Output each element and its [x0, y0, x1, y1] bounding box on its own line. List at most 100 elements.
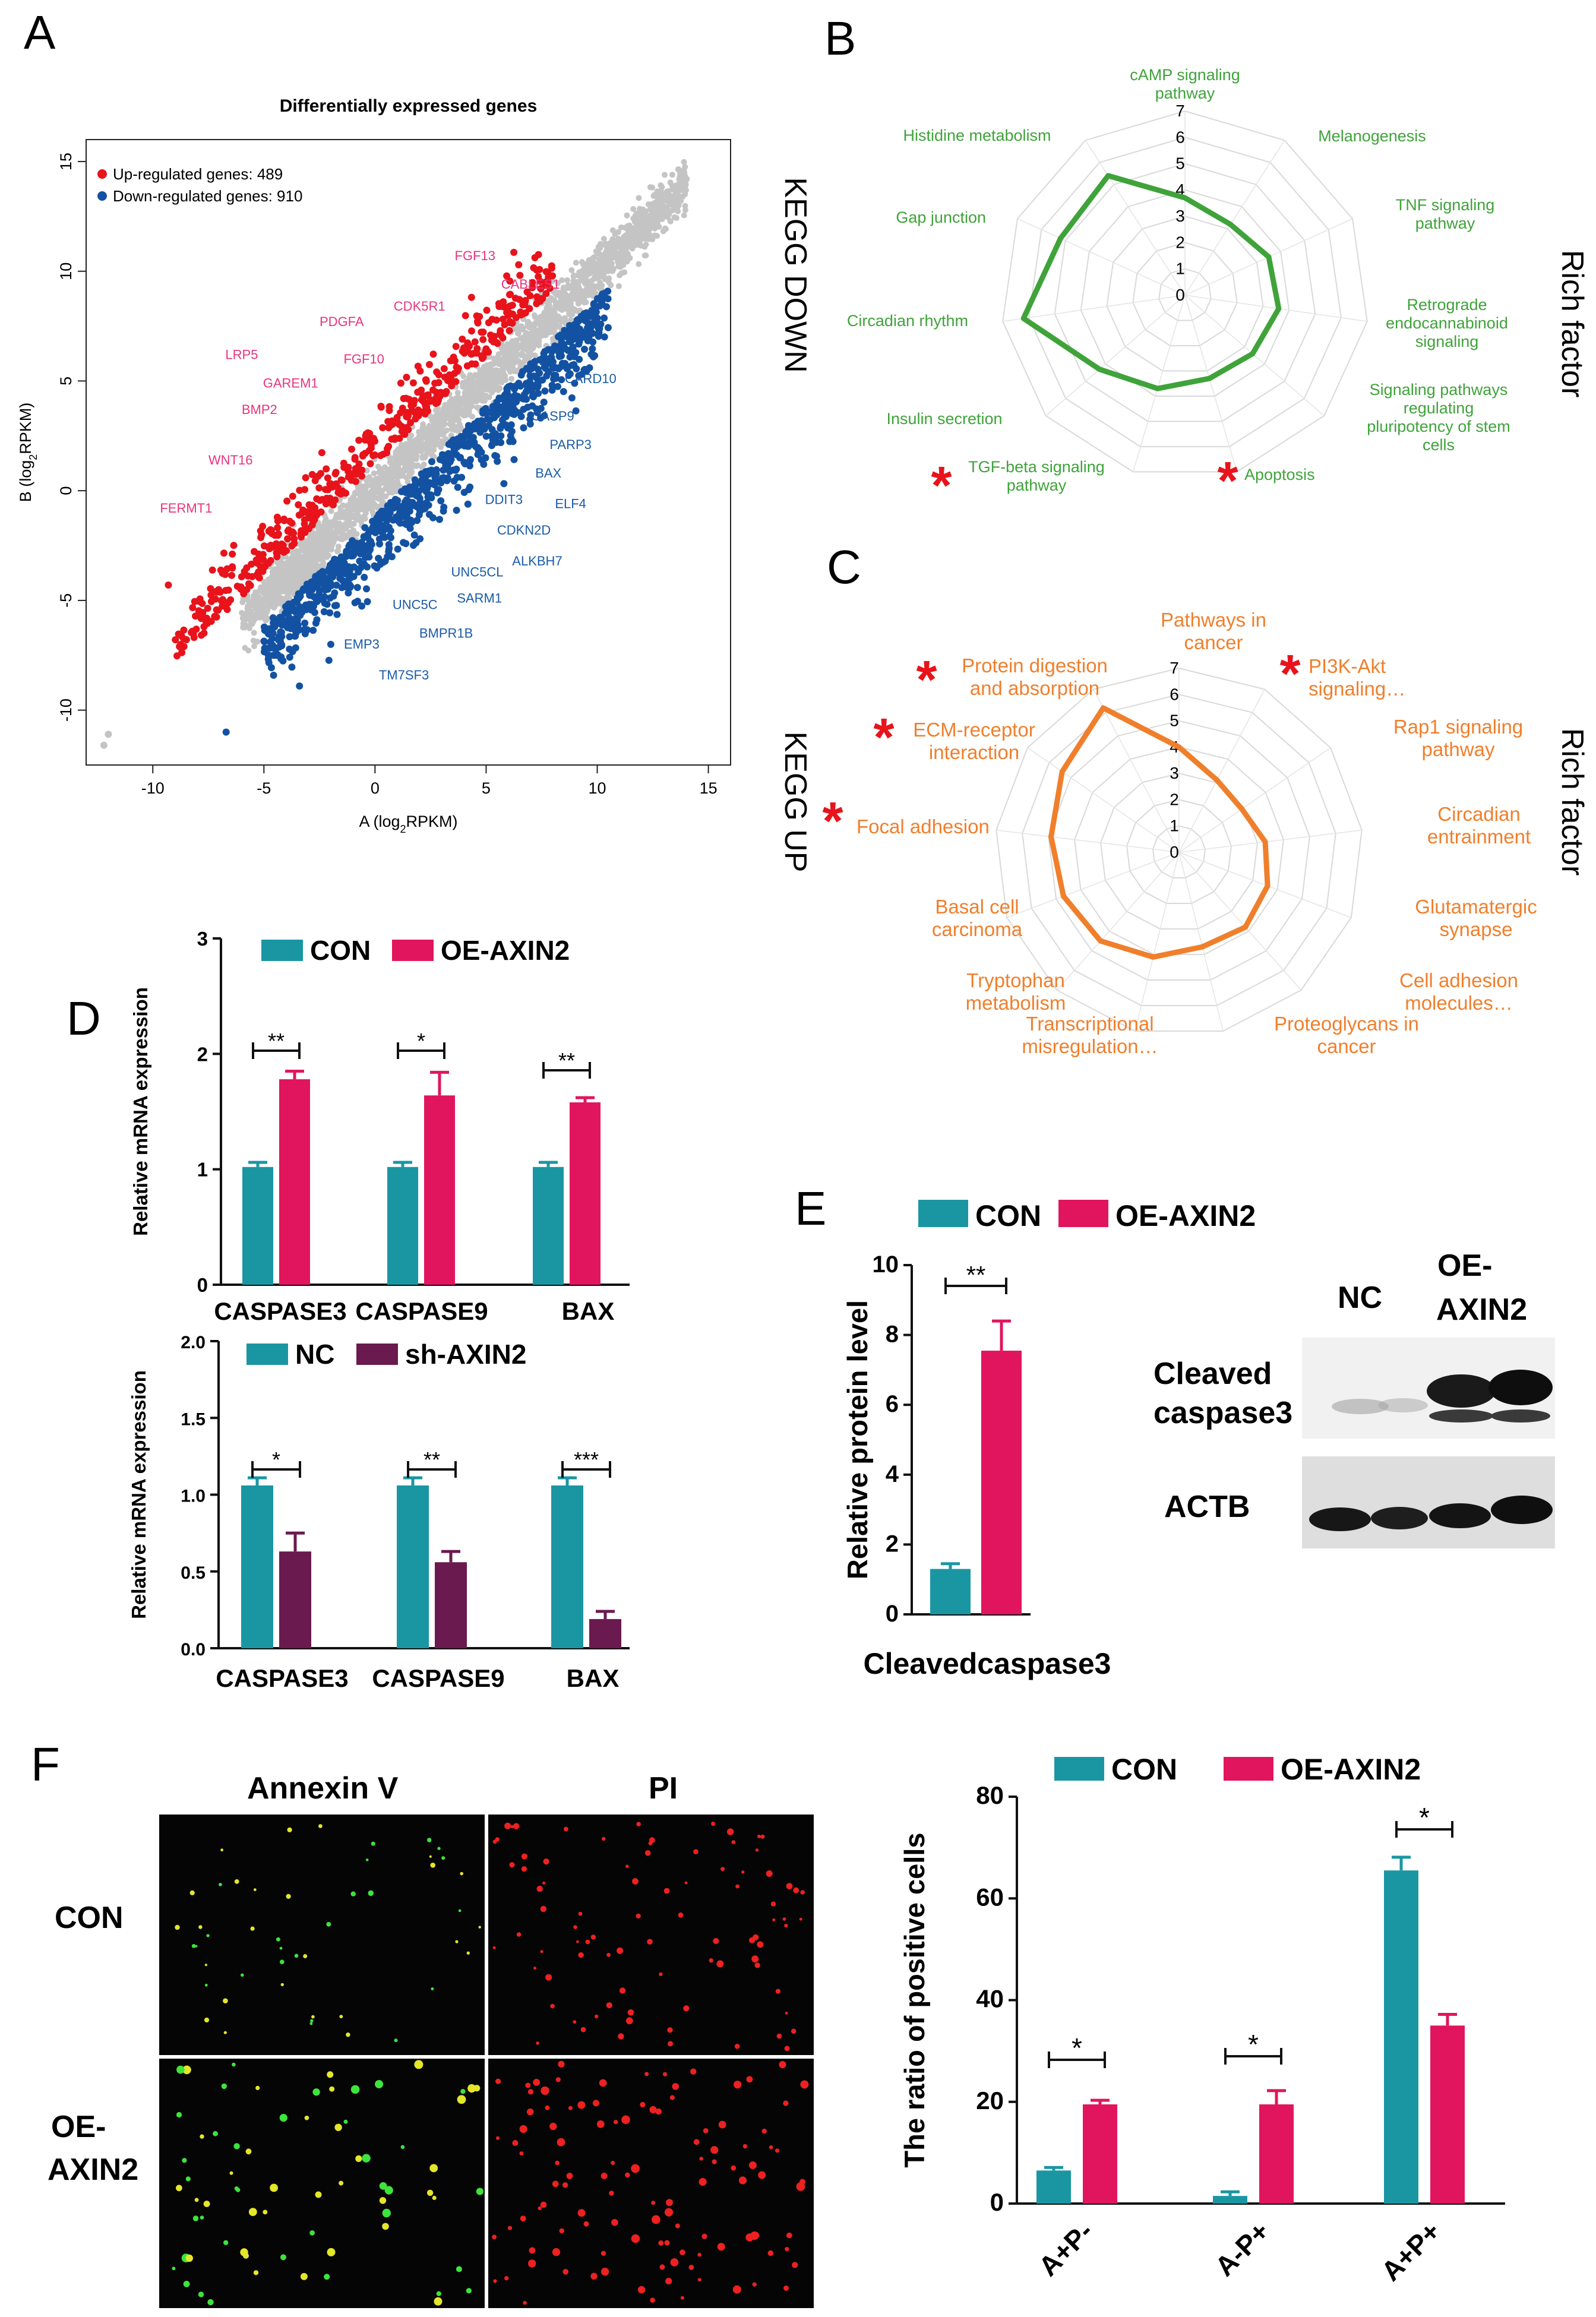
significance-marker: *: [272, 1447, 280, 1472]
point-down: [469, 440, 476, 448]
point-down: [276, 632, 284, 639]
fluorescent-cell: [793, 1887, 799, 1894]
fluorescent-cell: [602, 1836, 606, 1841]
point-nonsig: [642, 217, 649, 224]
fluorescent-cell: [578, 1952, 584, 1958]
fluorescent-cell: [526, 2108, 534, 2116]
point-nonsig: [322, 535, 328, 541]
point-nonsig: [626, 222, 633, 229]
point-up: [316, 497, 324, 504]
fluorescent-cell: [371, 1841, 375, 1846]
point-up: [254, 557, 261, 564]
micro-con-pi: [488, 1815, 814, 2055]
fluorescent-cell: [466, 2288, 472, 2294]
gene-label-down: BMPR1B: [419, 626, 473, 641]
point-up: [258, 565, 266, 573]
point-nonsig: [241, 618, 247, 625]
point-down: [403, 496, 410, 504]
point-nonsig: [380, 499, 386, 505]
point-nonsig: [601, 236, 607, 242]
point-down: [364, 530, 372, 538]
point-nonsig: [242, 644, 248, 651]
fluorescent-cell: [742, 2144, 748, 2149]
point-nonsig: [545, 330, 551, 336]
radar-category-label: Histidine metabolism: [903, 127, 1051, 144]
gene-label-down: PARP3: [549, 437, 592, 452]
point-down: [567, 349, 575, 356]
point-down: [436, 516, 443, 523]
point-nonsig: [335, 548, 341, 554]
point-down: [519, 368, 526, 375]
micro-oe-annexin: [159, 2059, 485, 2308]
point-down: [568, 394, 576, 402]
fluorescent-cell: [703, 2128, 709, 2133]
point-down: [387, 534, 394, 542]
point-down: [464, 500, 472, 508]
fluorescent-cell: [659, 2264, 665, 2270]
point-up: [437, 388, 445, 396]
point-up: [533, 293, 541, 301]
point-up: [315, 484, 323, 492]
point-nonsig: [443, 436, 450, 442]
fluorescent-cell: [204, 1983, 208, 1987]
point-up: [311, 477, 319, 485]
fluorescent-cell: [176, 2185, 182, 2192]
point-nonsig: [355, 515, 362, 521]
point-nonsig: [682, 191, 688, 197]
point-up: [297, 530, 305, 538]
point-down: [552, 374, 560, 382]
fluorescent-cell: [223, 2240, 229, 2245]
point-nonsig: [385, 466, 392, 473]
point-up: [283, 497, 291, 505]
radar-category-label: Gap junction: [896, 208, 986, 226]
fluorescent-cell: [203, 2201, 210, 2207]
fluorescent-cell: [538, 2206, 542, 2211]
fluorescent-cell: [580, 2027, 586, 2032]
point-up: [474, 319, 482, 327]
point-nonsig: [528, 334, 535, 341]
point-down: [387, 527, 394, 535]
point-nonsig: [450, 411, 457, 418]
fluorescent-cell: [644, 1850, 651, 1856]
point-nonsig: [391, 454, 398, 461]
bar-con: [533, 1167, 564, 1285]
point-nonsig: [428, 430, 435, 437]
point-nonsig: [354, 509, 361, 516]
fluorescent-cell: [784, 1923, 788, 1928]
point-up: [259, 551, 267, 558]
point-up: [273, 553, 281, 561]
point-up: [479, 336, 487, 343]
y-tick-label: 0: [57, 486, 75, 495]
point-up: [286, 517, 293, 525]
point-nonsig: [327, 543, 334, 549]
fluorescent-cell: [667, 2027, 673, 2033]
point-down: [327, 572, 334, 580]
y-tick-label: 1.0: [181, 1487, 206, 1506]
point-nonsig: [378, 469, 385, 475]
point-down: [534, 382, 542, 390]
point-nonsig: [340, 525, 347, 532]
fluorescent-cell: [362, 2154, 371, 2163]
point-nonsig: [666, 188, 672, 194]
radar-category-label: Tryptophan metabolism: [966, 969, 1066, 1014]
point-nonsig: [393, 473, 399, 480]
point-up: [289, 492, 296, 500]
point-nonsig: [570, 273, 577, 280]
point-up: [339, 487, 346, 495]
fluorescent-cell: [578, 1911, 583, 1916]
fluorescent-cell: [555, 2077, 561, 2082]
point-nonsig: [553, 320, 560, 326]
point-nonsig: [283, 576, 290, 582]
fluorescent-cell: [280, 1983, 284, 1987]
fluorescent-cell: [585, 1939, 590, 1945]
point-down: [444, 450, 452, 458]
point-down: [437, 497, 445, 505]
radar-category-label: Signaling pathways regulating pluripotency…: [1367, 381, 1510, 454]
point-up: [274, 524, 282, 532]
fluorescent-cell: [241, 1973, 244, 1977]
bar-oe-axin2: [1083, 2104, 1117, 2204]
point-up: [485, 319, 492, 327]
point-nonsig: [433, 414, 440, 421]
fluorescent-cell: [609, 2190, 614, 2196]
point-up: [508, 320, 516, 327]
